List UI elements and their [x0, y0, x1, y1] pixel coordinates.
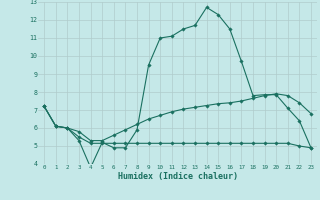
X-axis label: Humidex (Indice chaleur): Humidex (Indice chaleur): [118, 172, 238, 181]
